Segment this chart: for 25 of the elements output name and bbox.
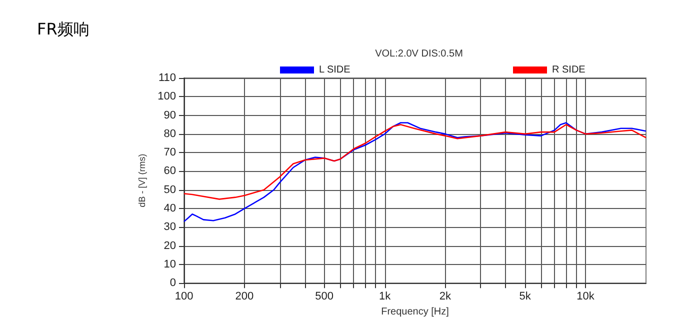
x-tick-label: 2k [439,290,452,303]
x-tick-label: 1k [378,290,392,303]
x-tick-label: 10k [576,290,595,303]
y-tick-label: 40 [164,202,176,215]
y-tick-label: 0 [170,277,176,290]
x-axis-title: Frequency [Hz] [381,306,450,318]
y-tick-label: 10 [164,258,176,270]
y-tick-label: 80 [164,128,176,140]
x-tick-label: 100 [174,290,194,303]
y-tick-label: 100 [158,90,176,103]
legend-label: R SIDE [552,64,586,76]
y-tick-label: 60 [164,165,176,178]
y-tick-label: 70 [164,146,176,159]
y-tick-label: 90 [164,109,176,122]
chart-subtitle: VOL:2.0V DIS:0.5M [375,48,463,60]
chart-title: FR频响 [37,20,90,38]
x-tick-label: 5k [519,290,532,303]
y-tick-label: 110 [158,72,176,84]
x-tick-label: 200 [235,290,254,303]
y-tick-label: 50 [164,184,176,196]
x-tick-label: 500 [315,290,334,303]
y-tick-label: 30 [164,221,176,234]
y-axis-title: dB - [V] (rms) [137,154,148,208]
legend-label: L SIDE [319,64,351,76]
y-tick-label: 20 [164,240,176,252]
